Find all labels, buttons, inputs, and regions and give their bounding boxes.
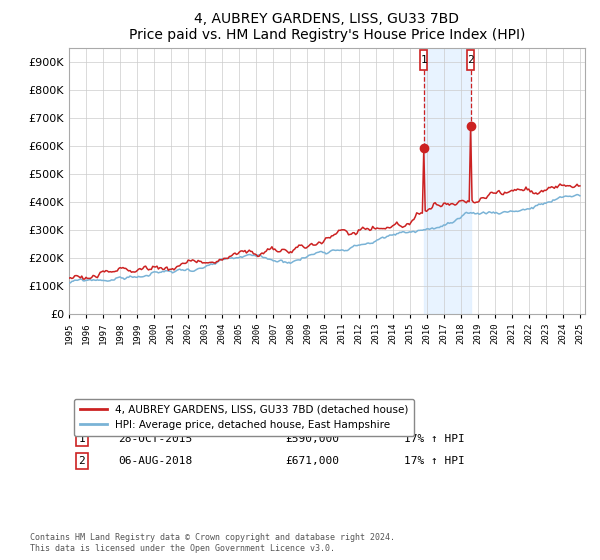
Text: 28-OCT-2015: 28-OCT-2015 (118, 433, 192, 444)
Bar (420, 50, 427, 70)
Legend: 4, AUBREY GARDENS, LISS, GU33 7BD (detached house), HPI: Average price, detached: 4, AUBREY GARDENS, LISS, GU33 7BD (detac… (74, 399, 415, 436)
Text: £590,000: £590,000 (286, 433, 340, 444)
Text: 2: 2 (467, 55, 474, 65)
Text: 1: 1 (421, 55, 427, 65)
Bar (424, 48, 470, 314)
Text: 06-AUG-2018: 06-AUG-2018 (118, 456, 192, 466)
Text: 2: 2 (79, 456, 85, 466)
Text: 17% ↑ HPI: 17% ↑ HPI (404, 456, 465, 466)
Text: Contains HM Land Registry data © Crown copyright and database right 2024.
This d: Contains HM Land Registry data © Crown c… (30, 533, 395, 553)
Text: £671,000: £671,000 (286, 456, 340, 466)
Title: 4, AUBREY GARDENS, LISS, GU33 7BD
Price paid vs. HM Land Registry's House Price : 4, AUBREY GARDENS, LISS, GU33 7BD Price … (129, 12, 525, 42)
Bar (467, 50, 475, 70)
Text: 1: 1 (79, 433, 85, 444)
Text: 17% ↑ HPI: 17% ↑ HPI (404, 433, 465, 444)
